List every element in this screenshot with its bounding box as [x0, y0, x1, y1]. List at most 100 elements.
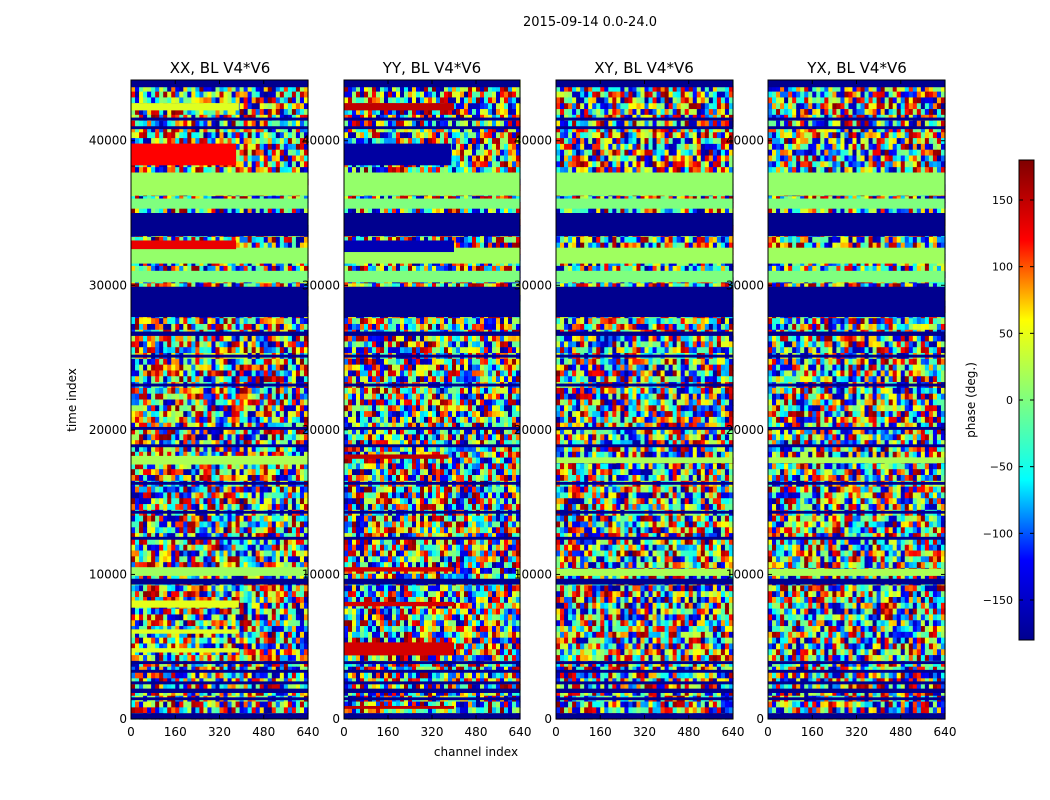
heatmap-cell	[279, 585, 285, 592]
heatmap-cell	[235, 120, 241, 128]
heatmap-cell	[295, 138, 301, 145]
heatmap-cell	[291, 236, 297, 244]
heatmap-cell	[219, 85, 225, 93]
heatmap-cell	[179, 469, 184, 476]
heatmap-cell	[135, 614, 140, 621]
heatmap-cell	[159, 399, 164, 406]
heatmap-cell	[199, 672, 205, 679]
heatmap-cell	[147, 416, 152, 424]
heatmap-cell	[131, 533, 136, 540]
heatmap-cell	[199, 422, 205, 430]
heatmap-cell	[135, 643, 140, 650]
heatmap-cell	[247, 527, 253, 534]
heatmap-cell	[183, 387, 188, 395]
heatmap-cell	[147, 614, 152, 621]
heatmap-cell	[287, 387, 293, 395]
heatmap-cell	[159, 358, 164, 366]
heatmap-cell	[187, 358, 192, 366]
heatmap-cell	[344, 85, 349, 93]
heatmap-cell	[287, 573, 293, 581]
heatmap-cell	[199, 597, 205, 604]
heatmap-cell	[500, 85, 505, 93]
heatmap-cell	[275, 411, 281, 418]
heatmap-cell	[223, 167, 229, 174]
heatmap-cell	[263, 126, 269, 133]
heatmap-cell	[175, 451, 180, 459]
heatmap-cell	[251, 689, 257, 697]
heatmap-cell	[508, 85, 513, 93]
heatmap-cell	[187, 707, 192, 714]
heatmap-cell	[167, 463, 172, 470]
heatmap-cell	[303, 347, 309, 354]
heatmap-cell	[287, 347, 293, 354]
heatmap-cell	[215, 85, 221, 93]
heatmap-cell	[219, 631, 225, 639]
heatmap-cell	[191, 85, 196, 93]
heatmap-cell	[239, 376, 245, 383]
heatmap-cell	[291, 422, 297, 430]
heatmap-cell	[299, 475, 305, 482]
heatmap-cell	[195, 498, 200, 505]
heatmap-cell	[167, 469, 172, 476]
heatmap-cell	[283, 521, 289, 528]
heatmap-cell	[299, 451, 305, 459]
heatmap-cell	[175, 597, 180, 604]
heatmap-cell	[159, 335, 164, 343]
heatmap-cell	[203, 422, 209, 430]
heatmap-cell	[171, 428, 176, 435]
heatmap-cell	[171, 364, 176, 372]
heatmap-cell	[223, 585, 229, 592]
heatmap-cell	[207, 655, 213, 662]
heatmap-cell	[203, 434, 209, 441]
heatmap-cell	[303, 161, 309, 168]
heatmap-cell	[271, 347, 277, 354]
heatmap-cell	[151, 347, 156, 354]
heatmap-cell	[247, 451, 253, 459]
heatmap-cell	[299, 538, 305, 546]
heatmap-cell	[279, 405, 285, 412]
heatmap-cell	[223, 341, 229, 348]
heatmap-cell	[155, 521, 160, 528]
heatmap-cell	[271, 608, 277, 616]
heatmap-cell	[155, 620, 160, 627]
heatmap-cell	[291, 434, 297, 441]
heatmap-cell	[155, 283, 160, 290]
heatmap-cell	[243, 562, 249, 569]
heatmap-cell	[235, 155, 241, 162]
heatmap-cell	[179, 323, 184, 331]
heatmap-cell	[255, 684, 261, 691]
heatmap-cell	[392, 85, 397, 93]
heatmap-cell	[223, 440, 229, 447]
heatmap-cell	[247, 167, 253, 174]
heatmap-cell	[159, 126, 164, 133]
heatmap-cell	[163, 620, 168, 627]
heatmap-cell	[131, 265, 136, 273]
heatmap-cell	[227, 463, 233, 470]
heatmap-cell	[279, 515, 285, 523]
heatmap-cell	[235, 550, 241, 557]
heatmap-cell	[175, 515, 180, 523]
heatmap-cell	[163, 434, 168, 441]
heatmap-cell	[175, 370, 180, 377]
heatmap-cell	[155, 689, 160, 697]
heatmap-cell	[231, 637, 237, 645]
heatmap-cell	[275, 132, 281, 139]
heatmap-cell	[191, 411, 196, 418]
heatmap-cell	[283, 445, 289, 453]
heatmap-cell	[143, 434, 148, 441]
heatmap-cell	[151, 550, 156, 557]
heatmap-cell	[179, 643, 184, 650]
heatmap-cell	[199, 701, 205, 708]
heatmap-cell	[299, 515, 305, 523]
heatmap-cell	[159, 684, 164, 691]
heatmap-cell	[131, 689, 136, 697]
heatmap-cell	[287, 707, 293, 714]
heatmap-cell	[279, 591, 285, 598]
heatmap-cell	[283, 428, 289, 435]
heatmap-cell	[163, 591, 168, 598]
heatmap-cell	[267, 236, 273, 244]
heatmap-cell	[275, 655, 281, 662]
heatmap-cell	[275, 85, 281, 93]
heatmap-cell	[267, 428, 273, 435]
heatmap-cell	[227, 97, 233, 104]
